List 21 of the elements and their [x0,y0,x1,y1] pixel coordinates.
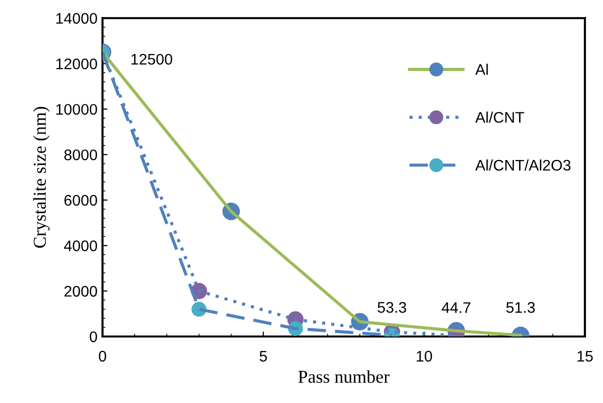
x-tick-label: 15 [578,350,593,362]
legend-label: Al [475,64,488,75]
data-label: 51.3 [506,302,535,313]
y-tick-label: 14000 [56,13,98,24]
y-tick-label: 4000 [64,240,98,252]
x-tick-label: 0 [98,350,106,362]
y-tick-label: 12000 [56,58,98,70]
data-label: 53.3 [378,302,406,313]
x-tick-label: 10 [416,350,432,362]
data-label: 44.7 [442,302,470,313]
y-tick-label: 10000 [56,104,98,115]
x-axis-title: Pass number [298,370,390,383]
legend-label: Al/CNT [475,112,524,123]
y-tick-label: 0 [90,331,98,342]
y-tick-label: 8000 [64,149,98,160]
y-tick-label: 6000 [64,194,98,206]
x-tick-label: 5 [260,350,267,362]
data-label: 12500 [131,54,172,65]
y-tick-label: 2000 [64,286,98,297]
legend-label: Al/CNT/Al2O3 [475,159,570,171]
y-axis-title: Crystalite size (nm) [33,106,50,248]
